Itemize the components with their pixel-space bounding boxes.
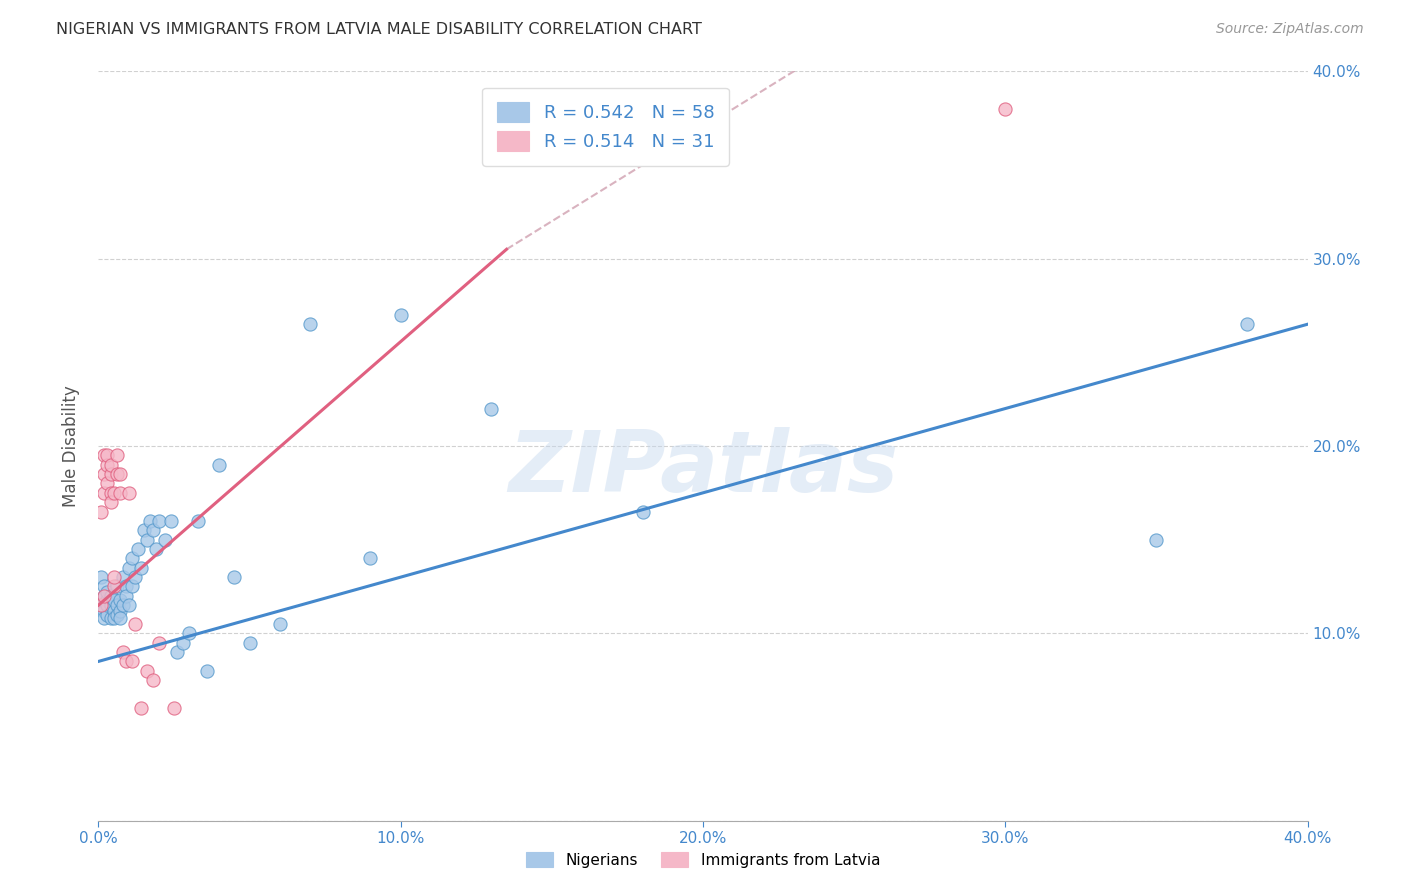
Point — [153, 533, 176, 547]
Point — [139, 514, 162, 528]
Legend: R = 0.542   N = 58, R = 0.514   N = 31: R = 0.542 N = 58, R = 0.514 N = 31 — [482, 88, 728, 166]
Point — [132, 524, 155, 538]
Point — [96, 592, 118, 607]
Point — [124, 570, 146, 584]
Point — [96, 476, 118, 491]
Point — [93, 604, 115, 618]
Point — [239, 635, 262, 649]
Point — [103, 580, 125, 594]
Text: NIGERIAN VS IMMIGRANTS FROM LATVIA MALE DISABILITY CORRELATION CHART: NIGERIAN VS IMMIGRANTS FROM LATVIA MALE … — [56, 22, 702, 37]
Point — [105, 580, 128, 594]
Point — [118, 486, 141, 500]
Point — [121, 551, 143, 566]
Point — [129, 701, 152, 715]
Point — [93, 449, 115, 463]
Y-axis label: Male Disability: Male Disability — [62, 385, 80, 507]
Point — [127, 542, 149, 557]
Point — [145, 542, 167, 557]
Point — [360, 551, 382, 566]
Point — [100, 495, 122, 509]
Point — [100, 486, 122, 500]
Point — [118, 561, 141, 575]
Point — [103, 604, 125, 618]
Point — [96, 607, 118, 622]
Point — [93, 467, 115, 482]
Point — [121, 580, 143, 594]
Point — [108, 486, 131, 500]
Point — [90, 592, 112, 607]
Point — [93, 589, 115, 603]
Point — [93, 580, 115, 594]
Point — [179, 626, 201, 640]
Point — [195, 664, 218, 678]
Point — [166, 645, 188, 659]
Point — [208, 458, 231, 472]
Legend: Nigerians, Immigrants from Latvia: Nigerians, Immigrants from Latvia — [519, 844, 887, 875]
Point — [100, 589, 122, 603]
Point — [389, 308, 412, 322]
Point — [100, 467, 122, 482]
Point — [96, 449, 118, 463]
Point — [148, 635, 170, 649]
Point — [299, 318, 322, 332]
Point — [994, 102, 1017, 116]
Text: Source: ZipAtlas.com: Source: ZipAtlas.com — [1216, 22, 1364, 37]
Point — [103, 486, 125, 500]
Point — [111, 570, 134, 584]
Point — [90, 599, 112, 613]
Point — [114, 589, 136, 603]
Point — [93, 486, 115, 500]
Point — [108, 592, 131, 607]
Point — [108, 604, 131, 618]
Point — [163, 701, 186, 715]
Point — [93, 589, 115, 603]
Point — [103, 570, 125, 584]
Point — [103, 611, 125, 625]
Point — [142, 524, 165, 538]
Point — [481, 401, 503, 416]
Point — [108, 611, 131, 625]
Point — [1236, 318, 1258, 332]
Point — [269, 617, 291, 632]
Point — [160, 514, 183, 528]
Point — [105, 449, 128, 463]
Point — [105, 599, 128, 613]
Point — [129, 561, 152, 575]
Point — [103, 592, 125, 607]
Point — [114, 655, 136, 669]
Point — [135, 533, 157, 547]
Point — [111, 645, 134, 659]
Point — [148, 514, 170, 528]
Point — [142, 673, 165, 688]
Point — [105, 467, 128, 482]
Point — [90, 505, 112, 519]
Point — [118, 599, 141, 613]
Point — [105, 607, 128, 622]
Point — [124, 617, 146, 632]
Point — [111, 599, 134, 613]
Point — [96, 585, 118, 599]
Point — [172, 635, 194, 649]
Point — [121, 655, 143, 669]
Point — [100, 458, 122, 472]
Point — [90, 599, 112, 613]
Point — [187, 514, 209, 528]
Point — [100, 599, 122, 613]
Point — [100, 611, 122, 625]
Point — [108, 467, 131, 482]
Point — [90, 570, 112, 584]
Point — [114, 580, 136, 594]
Text: ZIPatlas: ZIPatlas — [508, 427, 898, 510]
Point — [135, 664, 157, 678]
Point — [224, 570, 246, 584]
Point — [93, 611, 115, 625]
Point — [96, 458, 118, 472]
Point — [1144, 533, 1167, 547]
Point — [96, 599, 118, 613]
Point — [631, 505, 654, 519]
